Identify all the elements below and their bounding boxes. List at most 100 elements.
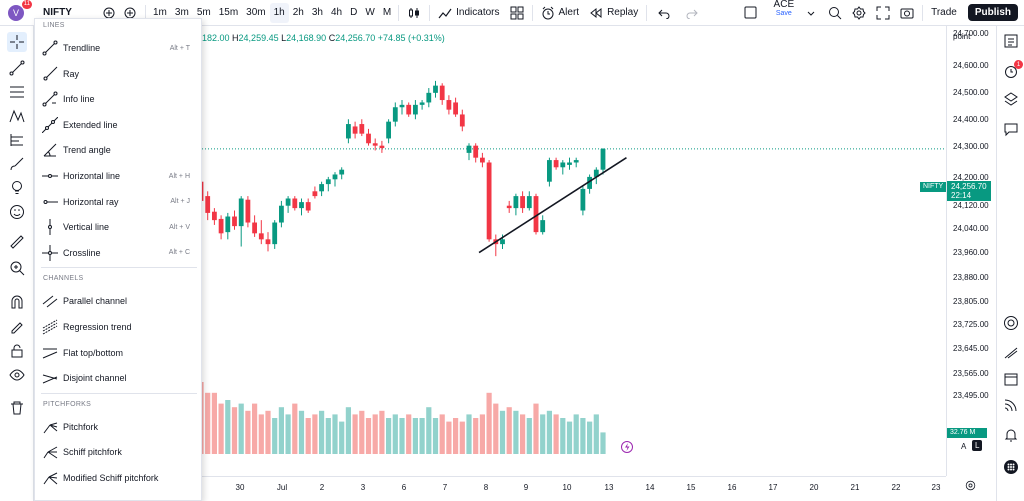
replay-button[interactable]: Replay [584, 0, 643, 26]
menu-item-horizontal-ray[interactable]: Horizontal ray Alt + J [35, 191, 201, 213]
candle [212, 208, 217, 225]
price-chart[interactable] [34, 26, 946, 476]
redo-icon[interactable] [678, 0, 706, 26]
candle [419, 100, 425, 110]
calendar-icon[interactable] [1002, 370, 1020, 388]
quick-search-icon[interactable] [823, 0, 847, 26]
timeframe-M[interactable]: M [382, 7, 392, 18]
drawn-trendline[interactable] [478, 157, 627, 254]
forecasting-tool-icon[interactable] [7, 130, 27, 150]
alert-button[interactable]: Alert [536, 0, 585, 26]
menu-item-flat-top-bottom[interactable]: Flat top/bottom [35, 342, 201, 364]
brush-icon[interactable] [7, 154, 27, 174]
chevron-down-icon[interactable] [799, 0, 823, 26]
log-scale-button[interactable]: L [972, 440, 983, 451]
candle-body [486, 162, 492, 240]
settings-gear-icon[interactable] [965, 480, 976, 493]
alerts-clock-icon[interactable]: 1 [1002, 60, 1023, 80]
candle-body [473, 145, 479, 158]
menu-item-info-line[interactable]: Info line [35, 88, 201, 110]
menu-item-modified-schiff-pitchfork[interactable]: Modified Schiff pitchfork [35, 467, 201, 489]
layers-icon[interactable] [1002, 90, 1020, 108]
menu-item-trend-angle[interactable]: Trend angle [35, 139, 201, 161]
menu-item-schiff-pitchfork[interactable]: Schiff pitchfork [35, 441, 201, 463]
menu-item-vertical-line[interactable]: Vertical line Alt + V [35, 216, 201, 238]
timeframe-15m[interactable]: 15m [218, 7, 239, 18]
time-axis-label: 16 [727, 483, 737, 492]
timeframe-1m[interactable]: 1m [153, 7, 167, 18]
fullscreen-icon[interactable] [871, 0, 895, 26]
compare-symbol-icon[interactable] [100, 0, 118, 26]
candle-body [433, 85, 438, 93]
idea-lightbulb-icon[interactable] [7, 178, 27, 198]
candles-style-icon[interactable] [402, 0, 426, 26]
chat-icon[interactable] [1002, 120, 1020, 138]
price-scale-mode[interactable]: point [953, 32, 971, 41]
crosshair-cursor-icon[interactable] [7, 32, 27, 52]
emoji-smiley-icon[interactable] [7, 202, 27, 222]
zoom-in-icon[interactable] [7, 258, 27, 278]
menu-item-ray[interactable]: Ray [35, 63, 201, 85]
lock-icon[interactable] [7, 341, 27, 361]
watchlist-icon[interactable] [1002, 32, 1020, 50]
add-symbol-icon[interactable] [118, 0, 142, 26]
fib-retracement-icon[interactable] [7, 82, 27, 102]
price-axis[interactable]: point 24,700.00 24,600.00 24,500.00 24,400.… [946, 26, 996, 491]
menu-item-parallel-channel[interactable]: Parallel channel [35, 290, 201, 312]
candle [305, 198, 311, 213]
broadcast-icon[interactable] [1002, 396, 1020, 414]
timeframe-2h[interactable]: 2h [292, 7, 304, 18]
price-axis-label: 23,805.00 [953, 297, 989, 306]
apps-grid-icon[interactable] [1002, 458, 1020, 476]
layout-name[interactable]: ACE Save [769, 0, 800, 26]
camera-snapshot-icon[interactable] [895, 0, 919, 26]
layouts-grid-icon[interactable] [505, 0, 529, 26]
eye-visibility-icon[interactable] [7, 365, 27, 385]
menu-item-disjoint-channel[interactable]: Disjoint channel [35, 367, 201, 389]
timeframe-W[interactable]: W [365, 7, 375, 18]
trade-button[interactable]: Trade [931, 7, 957, 18]
ruler-measure-icon[interactable] [7, 232, 27, 252]
candle [593, 167, 599, 185]
menu-item-label: Schiff pitchfork [63, 447, 122, 458]
notifications-bell-icon[interactable] [1002, 426, 1020, 444]
menu-item-trendline[interactable]: Trendline Alt + T [35, 37, 201, 59]
menu-item-pitchfork[interactable]: Pitchfork [35, 416, 201, 438]
candle-body [593, 169, 599, 177]
time-axis[interactable]: 30 Jul 2 3 6 7 8 9 10 13 14 15 16 17 20 21 22 23 [34, 476, 946, 501]
symbol-search[interactable]: NIFTY [43, 7, 72, 18]
price-axis-label: 24,120.00 [953, 201, 989, 210]
menu-item-crossline[interactable]: Crossline Alt + C [35, 242, 201, 264]
settings-gear-icon[interactable] [847, 0, 871, 26]
menu-item-label: Regression trend [63, 322, 132, 332]
fullscreen-layout-icon[interactable] [732, 0, 769, 26]
stay-in-drawing-mode-icon[interactable] [7, 316, 27, 336]
timeframe-1h[interactable]: 1h [269, 2, 289, 23]
menu-item-horizontal-line[interactable]: Horizontal line Alt + H [35, 165, 201, 187]
menu-item-extended-line[interactable]: Extended line [35, 114, 201, 136]
candle [580, 186, 586, 216]
volume-bar [600, 432, 606, 454]
magnet-icon[interactable] [7, 292, 27, 312]
candle [473, 143, 479, 163]
volume-bar [546, 410, 552, 454]
volume-bar [225, 400, 231, 454]
user-avatar[interactable]: V 11 [8, 0, 32, 21]
ideas-stream-icon[interactable] [1002, 344, 1020, 362]
last-price-value: 24,256.70 [951, 182, 987, 191]
timeframe-3m[interactable]: 3m [174, 7, 189, 18]
undo-icon[interactable] [650, 0, 678, 26]
pattern-tool-icon[interactable] [7, 106, 27, 126]
publish-button[interactable]: Publish [967, 4, 1018, 21]
timeframe-3h[interactable]: 3h [311, 7, 323, 18]
timeframe-D[interactable]: D [350, 7, 358, 18]
trendline-tool-icon[interactable] [7, 58, 27, 78]
target-icon[interactable] [1002, 314, 1020, 332]
auto-scale-button[interactable]: A [961, 442, 967, 451]
trash-icon[interactable] [7, 398, 27, 418]
timeframe-4h[interactable]: 4h [331, 7, 343, 18]
indicators-button[interactable]: Indicators [433, 0, 504, 26]
timeframe-30m[interactable]: 30m [246, 7, 266, 18]
menu-item-regression-trend[interactable]: Regression trend [35, 316, 201, 338]
timeframe-5m[interactable]: 5m [196, 7, 211, 18]
